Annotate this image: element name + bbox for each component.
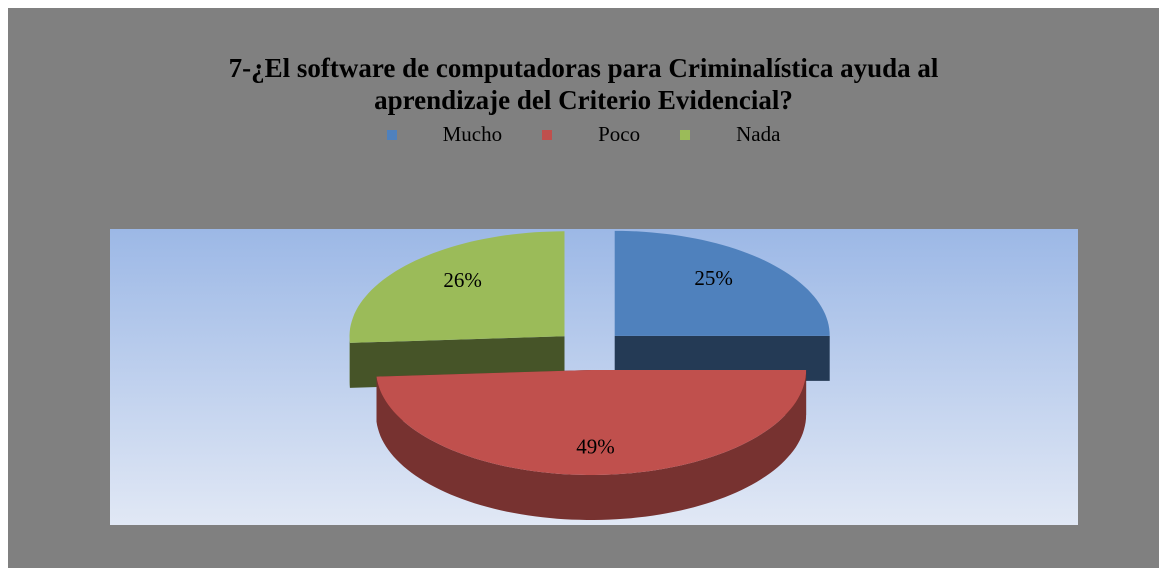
chart-frame: 7-¿El software de computadoras para Crim… — [8, 8, 1159, 568]
legend-swatch — [386, 129, 397, 140]
data-label: 26% — [443, 268, 482, 292]
title-box: 7-¿El software de computadoras para Crim… — [8, 52, 1159, 116]
legend-item: Mucho — [386, 122, 503, 147]
legend: Mucho Poco Nada — [8, 122, 1159, 147]
legend-item: Nada — [680, 122, 780, 147]
slice — [349, 231, 565, 343]
slice-cut-face — [614, 335, 830, 381]
chart: 25% 49% 26% — [110, 229, 1078, 525]
legend-label: Nada — [736, 122, 781, 146]
chart-title: 7-¿El software de computadoras para Crim… — [228, 53, 939, 115]
slice — [376, 370, 807, 475]
legend-swatch — [680, 129, 691, 140]
data-label: 25% — [694, 266, 733, 290]
legend-item: Poco — [542, 122, 640, 147]
legend-label: Mucho — [442, 122, 503, 146]
slice-wall — [376, 370, 807, 520]
legend-swatch — [542, 129, 553, 140]
data-label: 49% — [576, 435, 615, 459]
legend-label: Poco — [598, 122, 641, 146]
slice — [614, 230, 830, 336]
